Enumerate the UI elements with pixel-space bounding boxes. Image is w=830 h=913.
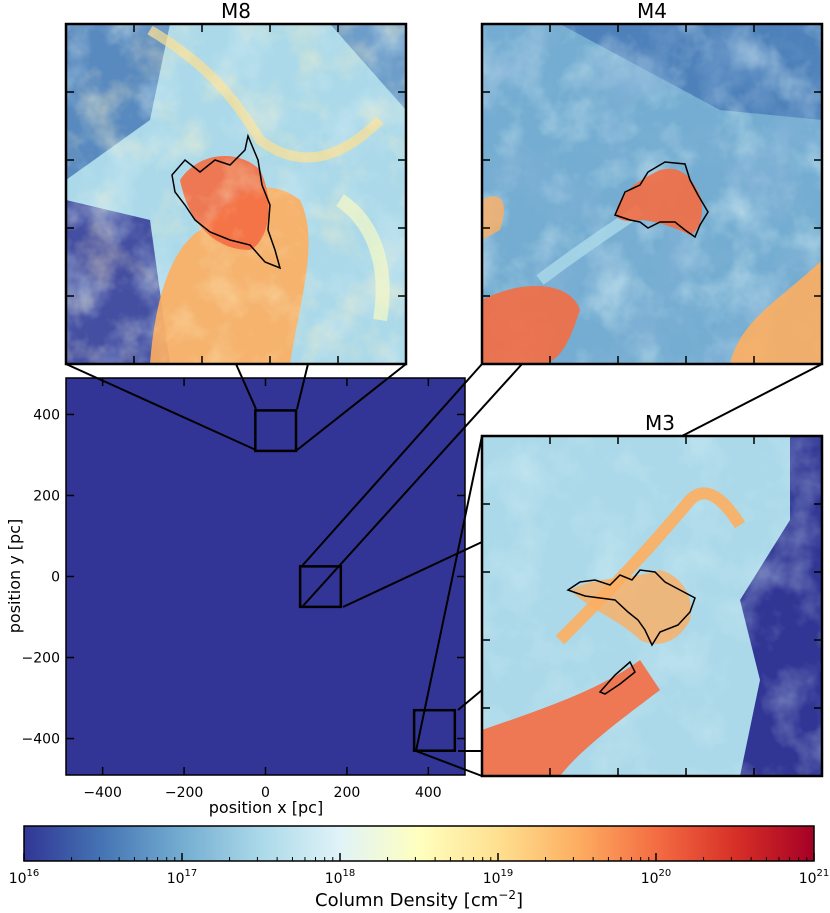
colorbar-label-end: ] [516,890,523,911]
connector-m3-a [415,435,483,752]
zoom-box-m3 [412,708,457,752]
colorbar-frame [23,825,815,862]
colorbar-tick-label: 1020 [641,868,672,887]
m3-contour-small [598,660,636,695]
m3-ticks [482,436,822,776]
x-tick-label: −400 [83,785,121,801]
connector-m8-mid-left [235,363,257,410]
m4-title: M4 [637,0,667,23]
m3-contour [566,569,696,647]
m8-ticks [66,24,406,364]
m8-contour [171,133,282,270]
connector-m8-mid-right [296,363,309,410]
y-tick-label: 200 [33,488,60,504]
m4-contour [613,161,709,239]
m8-title: M8 [221,0,251,23]
colorbar-tick-label: 1018 [325,868,356,887]
colorbar-gradient [24,826,814,861]
zoom-box-m8 [254,409,298,453]
colorbar: 1016 1017 1018 1019 1020 1021 Column Density … [9,825,830,911]
m4-ticks [482,24,822,364]
x-tick-label: 200 [334,785,361,801]
connector-m4-b [301,363,523,608]
connector-m4-d [342,541,483,608]
inset-m3: M3 [480,411,824,778]
colorbar-tick-label: 1017 [167,868,198,887]
y-axis-label: position y [pc] [5,519,24,633]
m8-density-image [66,24,406,364]
x-tick-label: 400 [415,785,442,801]
connector-m8-right [296,363,407,451]
zoom-connectors [65,363,823,777]
connector-m8-left [65,363,257,451]
colorbar-label-sup: −2 [498,888,516,902]
x-axis-label: position x [pc] [209,798,323,817]
connector-m3-b [457,689,483,711]
colorbar-label-main: Column Density [cm [315,890,498,911]
x-tick-label: 0 [261,785,270,801]
connector-m3-c [415,750,483,777]
y-tick-label: 0 [51,570,60,586]
colorbar-tick-label: 1016 [9,868,40,887]
y-tick-label: −200 [22,651,60,667]
m8-frame [64,22,408,366]
connector-m4-a [301,363,483,567]
colorbar-ticks: 1016 1017 1018 1019 1020 1021 [9,853,830,887]
m4-density-image [482,24,822,364]
y-tick-label: 400 [33,407,60,423]
main-ticks: −400 −200 0 200 400 −400 −200 0 200 400 [22,378,465,801]
x-tick-label: −200 [165,785,203,801]
inset-m4: M4 [480,0,824,366]
colorbar-tick-label: 1019 [483,868,514,887]
m4-frame [480,22,824,366]
inset-m8: M8 [64,0,408,366]
m3-title: M3 [645,411,675,435]
m3-frame [480,434,824,778]
m3-density-image [482,436,822,776]
y-tick-label: −400 [22,732,60,748]
main-density-image [66,378,465,775]
zoom-box-m4 [298,565,343,609]
colorbar-tick-label: 1021 [799,868,830,887]
connector-m4-c [681,363,823,437]
colorbar-label: Column Density [cm−2] [315,888,523,911]
main-map: −400 −200 0 200 400 −400 −200 0 200 400 position … [5,377,466,817]
